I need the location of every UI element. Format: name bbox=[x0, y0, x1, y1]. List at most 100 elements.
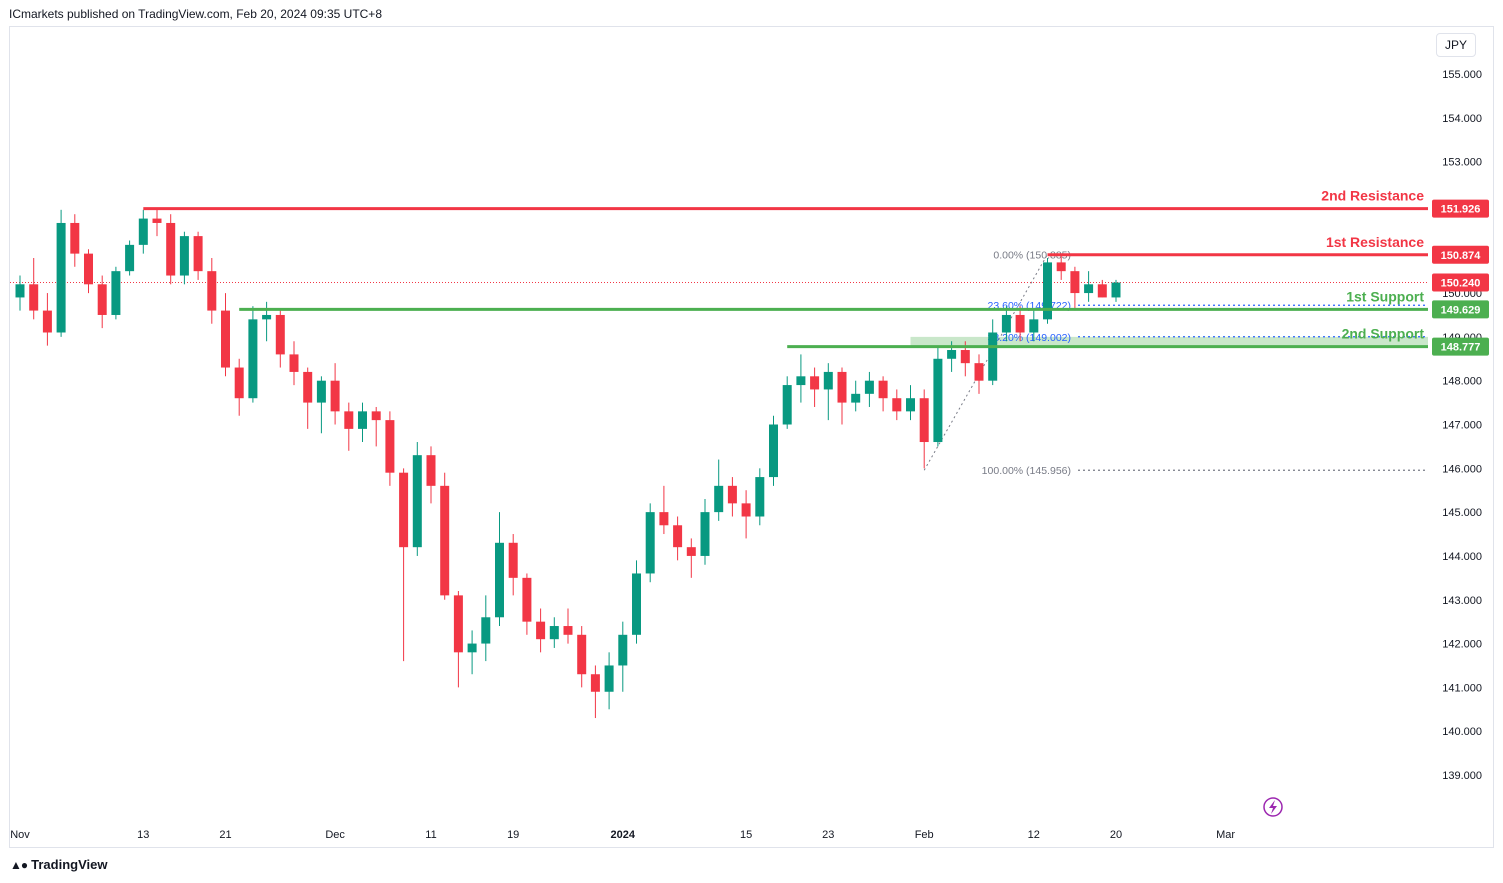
level-price-badge bbox=[1432, 337, 1489, 356]
support-zone bbox=[910, 336, 1428, 347]
x-tick-label: 15 bbox=[740, 829, 752, 841]
candle-body bbox=[412, 455, 422, 548]
candle-body bbox=[810, 376, 820, 390]
candle-body bbox=[453, 595, 463, 653]
candle-body bbox=[371, 411, 381, 421]
candle-body bbox=[1111, 282, 1121, 298]
candle-body bbox=[248, 319, 258, 399]
fib-level-label: 38.20% (149.002) bbox=[988, 332, 1071, 344]
brand-label: TradingView bbox=[31, 857, 108, 872]
level-price-badge bbox=[1432, 245, 1489, 264]
x-tick-label: 20 bbox=[1110, 829, 1122, 841]
x-tick-label: Dec bbox=[325, 829, 345, 841]
candle-body bbox=[56, 222, 66, 333]
candle-body bbox=[659, 512, 669, 526]
candle-body bbox=[947, 350, 957, 359]
candle-body bbox=[1015, 314, 1025, 333]
candle-body bbox=[577, 634, 587, 675]
candle-body bbox=[29, 284, 39, 311]
x-tick-label: 23 bbox=[822, 829, 834, 841]
x-tick-label: 12 bbox=[1028, 829, 1040, 841]
level-name: 2nd Resistance bbox=[1321, 188, 1424, 204]
candle-body bbox=[782, 385, 792, 425]
x-tick-label: 19 bbox=[507, 829, 519, 841]
x-tick-label: Nov bbox=[10, 829, 30, 841]
y-tick-label: 153.000 bbox=[1442, 157, 1482, 169]
y-tick-label: 146.000 bbox=[1442, 463, 1482, 475]
candle-body bbox=[262, 314, 272, 320]
current-price-label: 150.240 bbox=[1441, 278, 1481, 290]
candle-body bbox=[508, 542, 518, 578]
y-tick-label: 147.000 bbox=[1442, 420, 1482, 432]
candle-body bbox=[1043, 262, 1052, 320]
candle-body bbox=[138, 218, 148, 245]
candle-body bbox=[111, 271, 121, 315]
candle-body bbox=[864, 380, 874, 394]
candle-body bbox=[70, 222, 80, 254]
level-name: 1st Support bbox=[1346, 288, 1424, 304]
candle-body bbox=[42, 310, 52, 333]
level-name: 1st Resistance bbox=[1326, 234, 1424, 250]
candle-body bbox=[1056, 262, 1066, 272]
candle-body bbox=[193, 236, 203, 272]
candle-body bbox=[344, 411, 354, 429]
candle-body bbox=[714, 485, 724, 513]
candle-body bbox=[796, 376, 806, 386]
candle-body bbox=[316, 380, 326, 403]
candle-body bbox=[426, 455, 436, 486]
fib-level-label: 0.00% (150.885) bbox=[993, 249, 1071, 261]
x-tick-label: 13 bbox=[137, 829, 149, 841]
publisher-header: ICmarkets published on TradingView.com, … bbox=[9, 7, 382, 21]
candle-body bbox=[727, 485, 737, 504]
candle-body bbox=[207, 271, 217, 311]
candle-body bbox=[399, 472, 409, 548]
y-tick-label: 144.000 bbox=[1442, 551, 1482, 563]
candle-body bbox=[495, 542, 504, 618]
candle-body bbox=[741, 503, 751, 517]
candle-body bbox=[604, 665, 614, 692]
candle-body bbox=[152, 218, 162, 223]
chart-frame bbox=[9, 26, 1494, 848]
candle-body bbox=[536, 621, 546, 640]
candle-body bbox=[385, 420, 395, 473]
candle-body bbox=[563, 626, 573, 635]
candle-body bbox=[179, 236, 189, 276]
x-tick-label: Feb bbox=[915, 829, 934, 841]
candle-body bbox=[755, 477, 765, 517]
currency-selector[interactable]: JPY bbox=[1436, 33, 1476, 57]
candle-body bbox=[960, 350, 970, 364]
candle-body bbox=[221, 310, 230, 368]
candle-body bbox=[1001, 314, 1011, 333]
candle-body bbox=[769, 424, 778, 478]
candle-body bbox=[823, 371, 833, 390]
y-tick-label: 142.000 bbox=[1442, 639, 1482, 651]
candle-body bbox=[275, 314, 285, 355]
tradingview-brand[interactable]: ▲● TradingView bbox=[10, 857, 107, 872]
candle-body bbox=[234, 367, 244, 399]
fib-anchor-line bbox=[923, 254, 1048, 471]
candle-body bbox=[919, 398, 929, 443]
candle-body bbox=[878, 380, 888, 399]
x-tick-label: 11 bbox=[425, 829, 436, 841]
candle-body bbox=[166, 222, 176, 276]
level-price-label: 149.629 bbox=[1441, 304, 1481, 316]
level-price-badge bbox=[1432, 199, 1489, 218]
candle-body bbox=[618, 634, 628, 666]
candle-body bbox=[892, 398, 902, 412]
candle-body bbox=[549, 626, 559, 640]
candle-body bbox=[303, 371, 313, 403]
y-tick-label: 155.000 bbox=[1442, 69, 1482, 81]
y-tick-label: 141.000 bbox=[1442, 682, 1482, 694]
level-price-label: 148.777 bbox=[1441, 342, 1481, 354]
lightning-icon bbox=[1263, 797, 1283, 817]
x-tick-label: 2024 bbox=[611, 829, 636, 841]
fib-level-label: 100.00% (145.956) bbox=[982, 465, 1071, 477]
candle-body bbox=[673, 525, 683, 548]
level-name: 2nd Support bbox=[1342, 326, 1425, 342]
y-tick-label: 154.000 bbox=[1442, 113, 1482, 125]
y-tick-label: 143.000 bbox=[1442, 595, 1482, 607]
y-tick-label: 139.000 bbox=[1442, 770, 1482, 782]
x-tick-label: 21 bbox=[219, 829, 231, 841]
candle-body bbox=[974, 363, 984, 381]
